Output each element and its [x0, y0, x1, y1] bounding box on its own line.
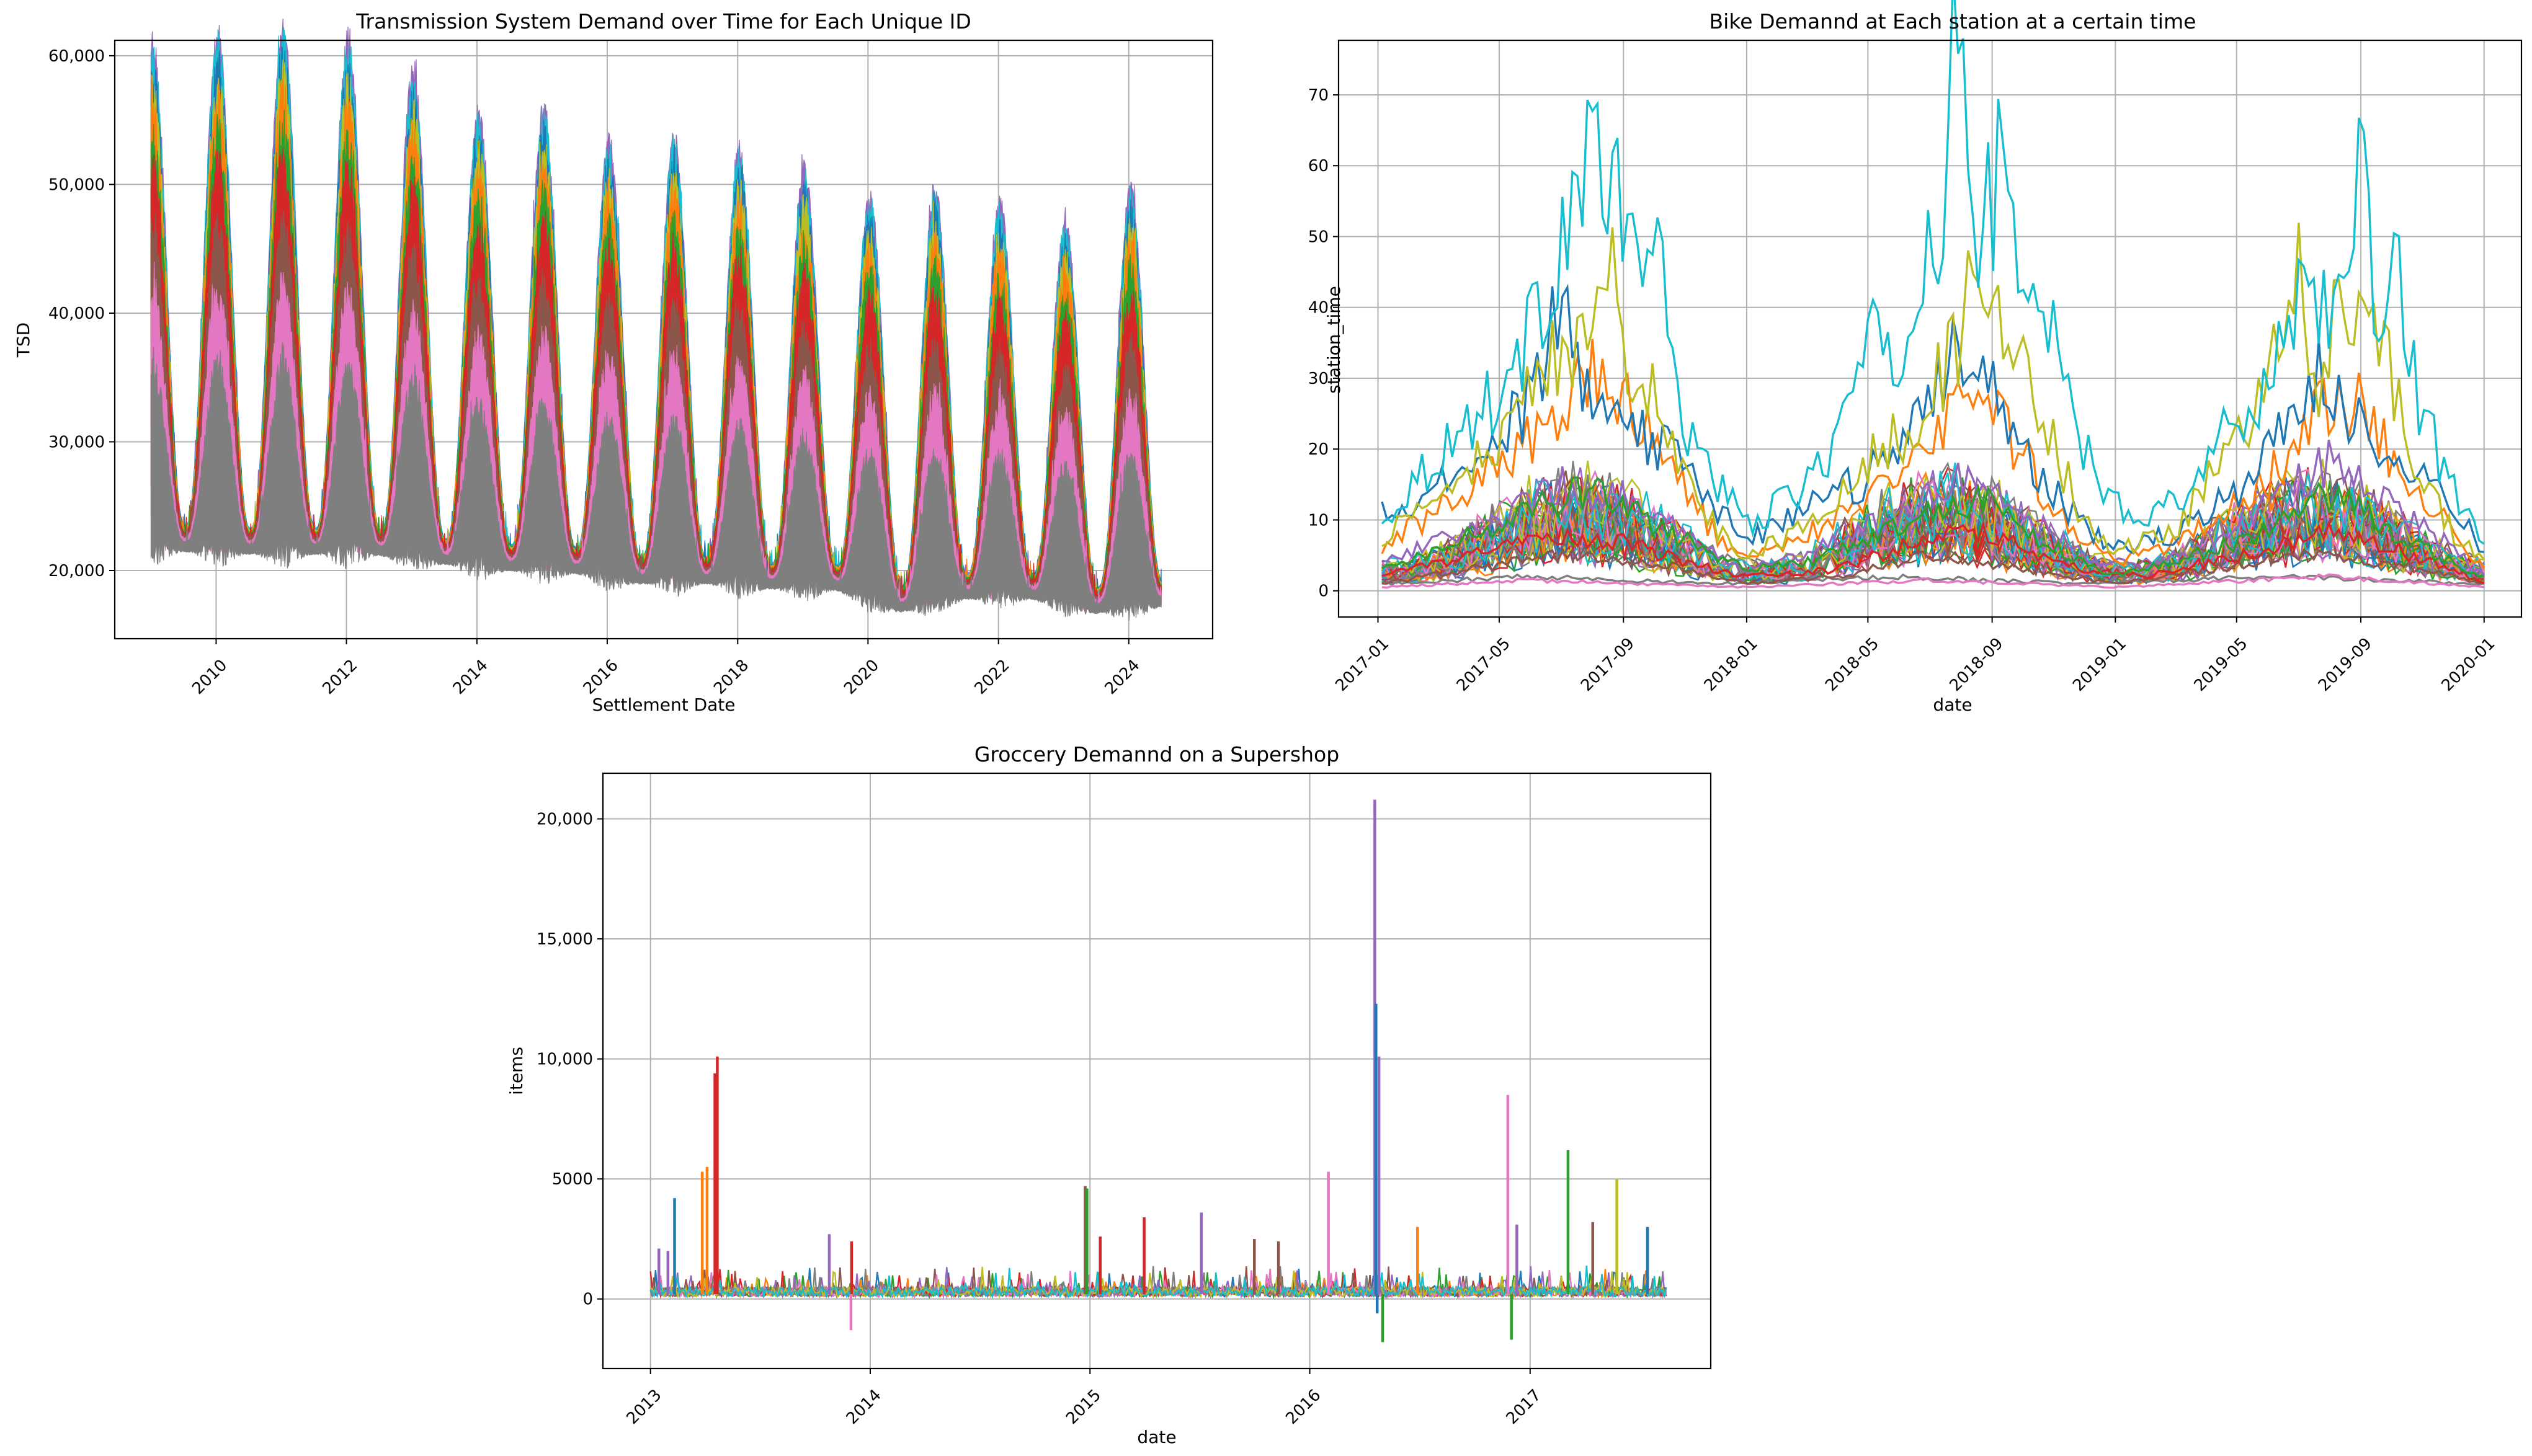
- grocery-series-group: [649, 799, 1667, 1343]
- bike-y-tick-label: 20: [1308, 440, 1329, 459]
- tsd-title: Transmission System Demand over Time for…: [355, 9, 971, 33]
- bike-chart: 2017-01 2017-05 2017-09 2018-01 2018-05 2018-…: [1308, 0, 2523, 715]
- grocery-y-tick-label: 5000: [552, 1170, 593, 1189]
- bike-y-tick-label: 0: [1318, 582, 1329, 601]
- tsd-x-tick-label: 2014: [450, 656, 492, 698]
- grocery-y-tick-label: 15,000: [537, 930, 593, 949]
- tsd-y-tick-label: 50,000: [48, 175, 105, 194]
- bike-x-tick-label: 2017-09: [1577, 634, 1638, 695]
- tsd-y-tick-label: 40,000: [48, 304, 105, 323]
- bike-series-line: [1381, 520, 2485, 585]
- grocery-plot-frame: [602, 772, 1712, 1370]
- bike-x-tick-label: 2017-05: [1453, 634, 1514, 695]
- bike-series-line: [1381, 476, 2485, 579]
- grocery-series-line: [650, 1265, 1667, 1299]
- bike-x-tick-label: 2018-05: [1822, 634, 1883, 695]
- bike-y-tick-label: 70: [1308, 86, 1329, 105]
- tsd-series-band: [150, 342, 1162, 621]
- tsd-chart: 2010 2012 2014 2016 2018 2020 2022 2024 20,000 30…: [13, 9, 1214, 715]
- grocery-chart: 2013 2014 2015 2016 2017 0 5000 10,000 15,000 20,…: [506, 742, 1712, 1447]
- grocery-x-axis-label: date: [1137, 1427, 1176, 1447]
- bike-series-line: [1381, 283, 2484, 555]
- grocery-axes: 2013 2014 2015 2016 2017 0 5000 10,000 15,000 20,…: [537, 772, 1712, 1428]
- grocery-x-tick-label: 2013: [623, 1386, 666, 1428]
- tsd-x-tick-label: 2018: [710, 656, 752, 698]
- tsd-y-tick-label: 30,000: [48, 433, 105, 451]
- tsd-y-tick-label: 60,000: [48, 47, 105, 66]
- bike-x-tick-label: 2020-01: [2438, 634, 2499, 695]
- bike-series-line: [1381, 0, 2485, 545]
- grocery-y-tick-label: 10,000: [537, 1050, 593, 1069]
- bike-axes: 2017-01 2017-05 2017-09 2018-01 2018-05 2018-…: [1308, 39, 2523, 695]
- grocery-y-tick-label: 20,000: [537, 810, 593, 829]
- tsd-x-tick-label: 2010: [189, 656, 231, 698]
- bike-series-line: [1381, 548, 2484, 585]
- bike-title: Bike Demannd at Each station at a certai…: [1710, 9, 2196, 33]
- bike-y-tick-label: 30: [1308, 370, 1329, 388]
- bike-series-line: [1381, 573, 2484, 589]
- tsd-x-tick-label: 2016: [580, 656, 622, 698]
- bike-series-line: [1381, 339, 2485, 569]
- bike-y-axis-label: station_time: [1324, 286, 1344, 394]
- bike-y-tick-label: 50: [1308, 228, 1329, 246]
- bike-plot-frame: [1337, 39, 2523, 618]
- bike-series-line: [1381, 223, 2485, 561]
- grocery-x-tick-label: 2015: [1063, 1386, 1105, 1428]
- bike-x-tick-label: 2019-09: [2315, 634, 2376, 695]
- bike-series-group: [1381, 0, 2485, 589]
- grocery-x-tick-label: 2016: [1282, 1386, 1324, 1428]
- bike-x-axis-label: date: [1933, 695, 1972, 715]
- tsd-x-axis-label: Settlement Date: [592, 695, 735, 715]
- bike-x-tick-label: 2018-09: [1946, 634, 2007, 695]
- tsd-plot-frame: [114, 39, 1214, 640]
- tsd-series-group: [150, 18, 1162, 621]
- grocery-x-tick-label: 2017: [1503, 1386, 1545, 1428]
- tsd-y-axis-label: TSD: [13, 322, 33, 358]
- bike-series-line: [1381, 440, 2485, 577]
- tsd-y-tick-label: 20,000: [48, 562, 105, 580]
- grocery-title: Groccery Demannd on a Supershop: [974, 742, 1339, 766]
- tsd-x-tick-label: 2024: [1102, 656, 1144, 698]
- tsd-x-tick-label: 2022: [971, 656, 1014, 698]
- bike-x-tick-label: 2018-01: [1701, 634, 1762, 695]
- bike-y-tick-label: 40: [1308, 299, 1329, 317]
- grocery-y-tick-label: 0: [582, 1290, 593, 1309]
- grocery-x-tick-label: 2014: [843, 1386, 885, 1428]
- bike-y-tick-label: 10: [1308, 511, 1329, 530]
- grocery-y-axis-label: items: [506, 1047, 527, 1095]
- bike-y-tick-label: 60: [1308, 157, 1329, 175]
- bike-x-tick-label: 2017-01: [1332, 634, 1393, 695]
- bike-x-tick-label: 2019-01: [2069, 634, 2130, 695]
- grocery-gridlines: [603, 773, 1711, 1369]
- tsd-x-tick-label: 2012: [319, 656, 361, 698]
- bike-x-tick-label: 2019-05: [2191, 634, 2252, 695]
- tsd-x-tick-label: 2020: [840, 656, 883, 698]
